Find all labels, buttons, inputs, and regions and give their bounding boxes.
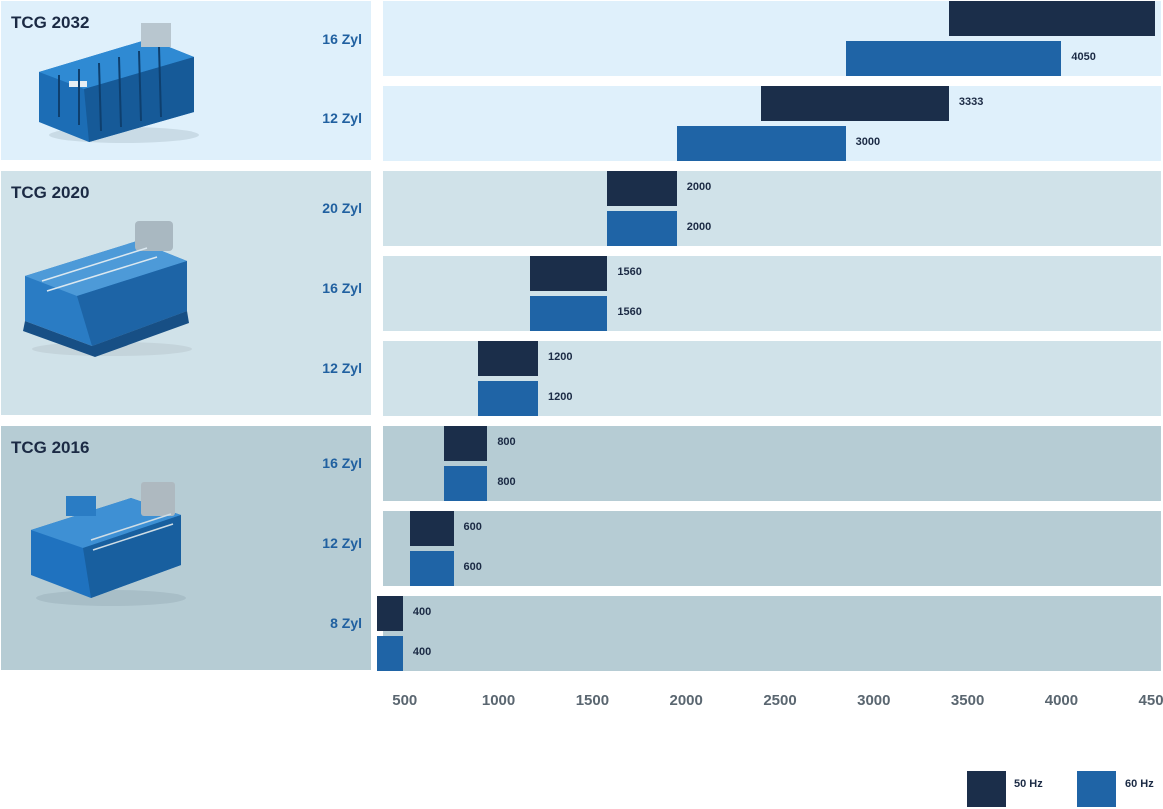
- cylinder-label: 16 Zyl: [322, 455, 362, 471]
- x-tick-label: 2500: [763, 692, 797, 709]
- legend-label-60hz: 60 Hz: [1125, 778, 1154, 790]
- value-label-60hz: 2000: [686, 221, 712, 233]
- bar-50hz: [948, 1, 1156, 36]
- bar-60hz: [607, 211, 677, 246]
- chart-row: 1200 1200: [383, 341, 1161, 416]
- bar-50hz: [761, 86, 949, 121]
- value-label-50hz: 600: [463, 521, 482, 533]
- cylinder-label: 12 Zyl: [322, 110, 362, 126]
- value-label-60hz: 400: [412, 646, 432, 658]
- bar-60hz: [376, 636, 403, 671]
- bar-50hz: [410, 511, 454, 546]
- bar-60hz: [410, 551, 454, 586]
- bar-50hz: [607, 171, 677, 206]
- value-label-50hz: 400: [412, 606, 432, 618]
- chart-row: 2000 2000: [383, 171, 1161, 246]
- series-title: TCG 2016: [11, 438, 90, 457]
- value-label-60hz: 4050: [1071, 51, 1096, 63]
- x-tick-label: 2000: [669, 692, 703, 709]
- legend-label-50hz: 50 Hz: [1014, 778, 1043, 790]
- x-tick-label: 3000: [857, 692, 891, 709]
- bar-50hz: [477, 341, 538, 376]
- chart-row: 3333 3000: [383, 86, 1161, 161]
- series-title: TCG 2032: [11, 13, 90, 32]
- bar-50hz: [376, 596, 403, 631]
- series-panel-tcg-2016: TCG 2016 16 Zyl 12 Zyl 8 Zyl: [1, 426, 371, 670]
- engine-image: [39, 23, 199, 143]
- x-tick-label: 4500: [1138, 692, 1163, 709]
- series-title: TCG 2020: [11, 183, 90, 202]
- x-tick-label: 4000: [1044, 692, 1079, 709]
- value-label-50hz: 3333: [958, 96, 984, 108]
- bar-60hz: [444, 466, 488, 501]
- cylinder-label: 20 Zyl: [322, 200, 362, 216]
- series-panel-tcg-2020: TCG 2020 20 Zyl 16 Zyl 12 Zyl: [1, 171, 371, 415]
- cylinder-label: 12 Zyl: [322, 535, 362, 551]
- bar-60hz: [477, 381, 538, 416]
- series-panel-tcg-2032: TCG 2032 16 Zyl 12 Zyl: [1, 1, 371, 160]
- chart-row: 600 600: [383, 511, 1161, 586]
- value-label-50hz: 1560: [617, 266, 642, 278]
- value-label-60hz: 600: [463, 561, 482, 573]
- cylinder-label: 8 Zyl: [330, 615, 362, 631]
- bar-60hz: [530, 296, 608, 331]
- chart-row: 800 800: [383, 426, 1161, 501]
- value-label-60hz: 1560: [617, 306, 642, 318]
- bar-60hz: [676, 126, 846, 161]
- value-label-60hz: 3000: [855, 136, 881, 148]
- chart-row: 1560 1560: [383, 256, 1161, 331]
- x-tick-label: 3500: [950, 692, 985, 709]
- engine-image: [23, 221, 192, 357]
- bar-50hz: [444, 426, 488, 461]
- value-label-60hz: 800: [497, 476, 516, 488]
- cylinder-label: 16 Zyl: [322, 280, 362, 296]
- engine-image: [31, 482, 186, 606]
- bar-50hz: [530, 256, 608, 291]
- value-label-50hz: 800: [497, 436, 516, 448]
- legend-swatch-60hz: [1077, 771, 1116, 807]
- x-tick-label: 500: [392, 692, 418, 709]
- chart-row: 400 400: [376, 596, 1161, 671]
- x-tick-label: 1000: [481, 692, 516, 709]
- x-tick-label: 1500: [575, 692, 610, 709]
- value-label-60hz: 1200: [547, 391, 573, 403]
- cylinder-label: 16 Zyl: [322, 31, 362, 47]
- value-label-50hz: 1200: [547, 351, 573, 363]
- legend-swatch-50hz: [967, 771, 1006, 807]
- chart-row: 4500 4050: [383, 1, 1161, 76]
- bar-60hz: [845, 41, 1062, 76]
- value-label-50hz: 2000: [686, 181, 712, 193]
- cylinder-label: 12 Zyl: [322, 360, 362, 376]
